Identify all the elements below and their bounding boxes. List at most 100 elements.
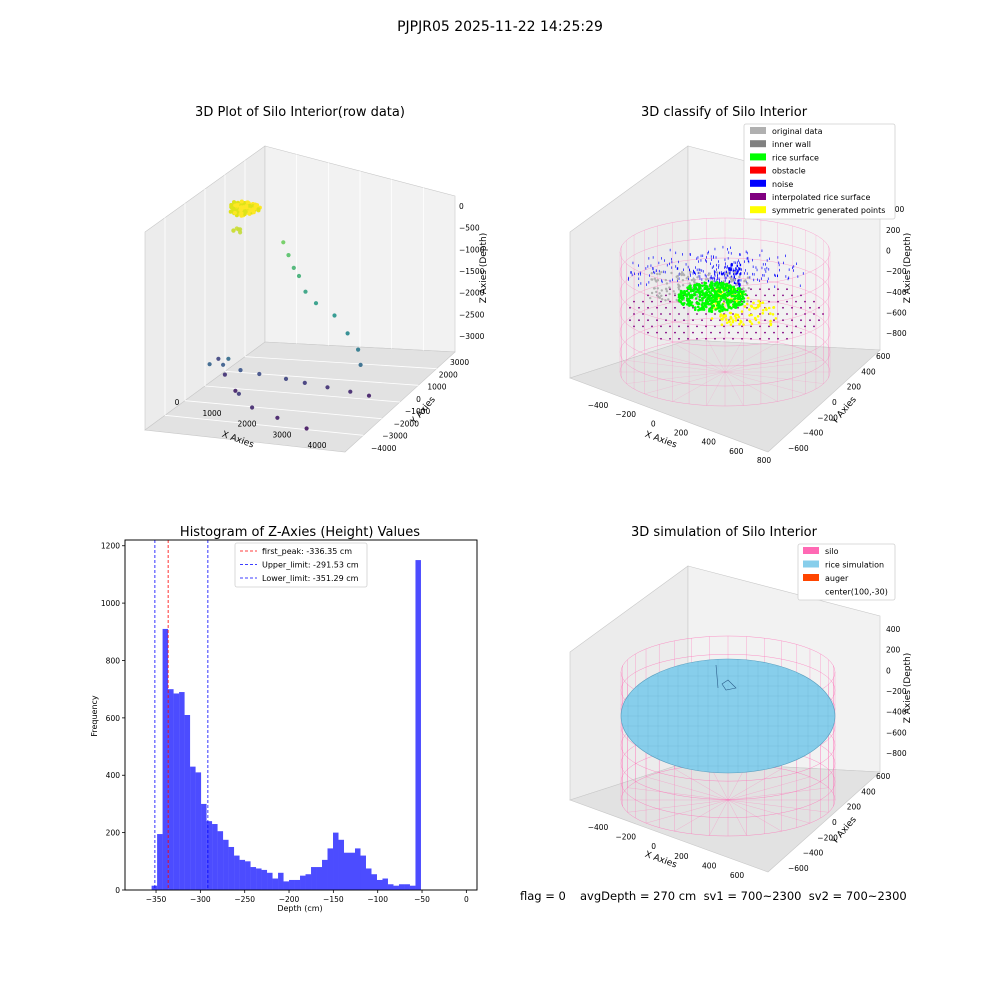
classify-interp-point bbox=[737, 331, 739, 334]
classify-noise-point bbox=[733, 281, 736, 284]
classify-original-point bbox=[668, 292, 671, 296]
classify-original-point bbox=[665, 282, 669, 285]
classify-interp-point bbox=[710, 319, 712, 322]
classify-interp-point bbox=[701, 319, 703, 322]
histogram-x-tick-label: −250 bbox=[234, 895, 255, 904]
classify-interp-point bbox=[813, 300, 815, 303]
simulation-z-ticks: 400 200 0 −200 −400 −600 −800 bbox=[886, 625, 907, 758]
classify-interp-point bbox=[759, 337, 761, 340]
classify-rice-point bbox=[714, 308, 717, 311]
classify-symmetric-point bbox=[761, 309, 765, 312]
classify-rice-point bbox=[716, 293, 719, 296]
classify-original-point bbox=[677, 284, 681, 287]
classify-rice-point bbox=[705, 293, 709, 297]
classify-noise-point bbox=[713, 265, 714, 268]
classify-original-point bbox=[742, 287, 745, 290]
classify-interp-point bbox=[692, 331, 694, 334]
classify-symmetric-point bbox=[721, 318, 724, 321]
classify-interp-point bbox=[710, 331, 712, 334]
classify-z-tick-label: 200 bbox=[886, 226, 901, 235]
raw-point bbox=[303, 289, 308, 294]
classify-interp-point bbox=[669, 313, 671, 315]
classify-original-point bbox=[746, 282, 749, 285]
silo-floor-line bbox=[724, 342, 778, 373]
classify-noise-point bbox=[710, 275, 712, 279]
classify-interp-point bbox=[746, 331, 748, 334]
raw-grid-line bbox=[184, 400, 382, 420]
classify-noise-point bbox=[736, 264, 738, 268]
classify-rice-point bbox=[698, 295, 702, 299]
classify-noise-point bbox=[698, 260, 699, 263]
classify-original-point bbox=[680, 271, 684, 274]
classify-rice-point bbox=[727, 293, 730, 296]
classify-noise-point bbox=[787, 277, 789, 281]
classify-original-point bbox=[676, 277, 680, 281]
classify-original-point bbox=[696, 276, 699, 279]
classify-rice-point bbox=[725, 291, 729, 294]
classify-rice-point bbox=[727, 306, 731, 309]
classify-original-point bbox=[675, 275, 678, 278]
classify-interp-point bbox=[647, 294, 649, 297]
classify-noise-point bbox=[766, 259, 768, 262]
classify-rice-point bbox=[693, 293, 697, 297]
classify-noise-point bbox=[676, 267, 678, 270]
classify-interp-point bbox=[656, 306, 658, 309]
classify-rice-point bbox=[709, 282, 713, 285]
classify-noise-point bbox=[697, 256, 699, 259]
raw-point bbox=[236, 391, 241, 396]
classify-interp-point bbox=[804, 325, 806, 328]
classify-noise-point bbox=[685, 263, 687, 266]
classify-original-point bbox=[679, 272, 682, 276]
classify-noise-point bbox=[718, 260, 719, 263]
classify-rice-point bbox=[721, 303, 724, 306]
histogram-bar bbox=[316, 867, 323, 890]
raw-point bbox=[221, 362, 226, 367]
classify-noise-point bbox=[749, 276, 751, 279]
classify-noise-point bbox=[727, 274, 729, 278]
classify-original-point bbox=[704, 278, 708, 281]
histogram-bar bbox=[201, 803, 207, 890]
classify-interp-point bbox=[795, 300, 797, 303]
classify-noise-point bbox=[744, 272, 745, 275]
classify-interp-point bbox=[633, 313, 635, 315]
histogram-bar bbox=[168, 689, 174, 890]
classify-noise-point bbox=[769, 257, 770, 260]
legend-swatch bbox=[750, 140, 766, 148]
classify-noise-point bbox=[724, 274, 725, 277]
classify-noise-point bbox=[731, 266, 733, 269]
histogram-bar bbox=[349, 852, 355, 890]
raw-point bbox=[358, 362, 363, 367]
classify-x-tick-label: 400 bbox=[702, 438, 717, 447]
classify-y-tick-label: 0 bbox=[832, 398, 837, 407]
simulation-x-tick-label: 400 bbox=[702, 861, 717, 870]
classify-original-point bbox=[744, 279, 747, 282]
classify-symmetric-point bbox=[774, 317, 778, 320]
classify-interp-point bbox=[786, 325, 788, 328]
classify-noise-point bbox=[797, 275, 799, 278]
classify-symmetric-point bbox=[758, 301, 762, 305]
classify-noise-point bbox=[715, 256, 717, 259]
legend-swatch bbox=[750, 166, 766, 174]
classify-rice-point bbox=[687, 292, 690, 296]
classify-interp-point bbox=[660, 337, 662, 340]
silo-ring bbox=[619, 317, 831, 387]
classify-rice-point bbox=[683, 293, 687, 296]
classify-interp-point bbox=[647, 319, 649, 322]
raw-point bbox=[291, 265, 296, 270]
classify-noise-point bbox=[697, 271, 699, 275]
classify-rice-point bbox=[681, 297, 684, 301]
classify-symmetric-point bbox=[756, 315, 760, 318]
classify-interp-point bbox=[687, 325, 689, 328]
classify-noise-point bbox=[725, 265, 726, 268]
histogram-bar bbox=[234, 855, 240, 890]
legend-swatch bbox=[803, 547, 819, 554]
simulation-x-label: X Axies bbox=[643, 850, 678, 871]
classify-symmetric-point bbox=[748, 308, 751, 311]
classify-noise-point bbox=[645, 267, 647, 270]
classify-noise-point bbox=[774, 285, 776, 288]
raw-dense-cluster bbox=[228, 199, 262, 218]
classify-z-label: Z Axies (Depth) bbox=[903, 233, 913, 304]
classify-noise-point bbox=[745, 269, 746, 272]
classify-original-point bbox=[724, 273, 728, 276]
classify-original-point bbox=[735, 283, 738, 287]
